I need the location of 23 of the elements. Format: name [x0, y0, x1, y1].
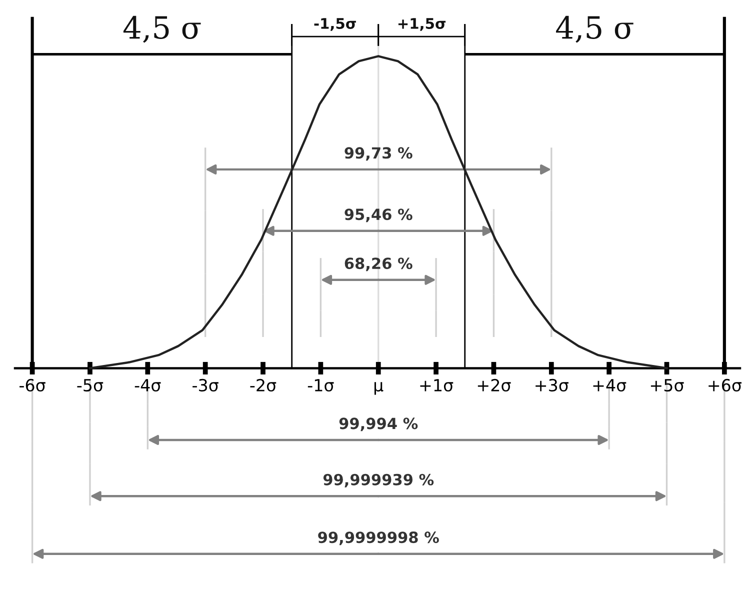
- x-tick-label: -4σ: [134, 379, 161, 392]
- text: 4,5 σ: [556, 16, 634, 43]
- x-tick-label: +5σ: [650, 379, 684, 392]
- x-tick-label: -6σ: [20, 378, 46, 392]
- x-tick-label: +3σ: [536, 378, 568, 392]
- text: 99,9999998 %: [318, 532, 439, 546]
- x-tick-label: +2σ: [478, 378, 511, 392]
- x-tick-label: -3σ: [192, 378, 218, 392]
- x-tick-label: -5σ: [77, 379, 104, 392]
- annotation: 68,26 %: [344, 258, 412, 272]
- text: -1,5σ: [314, 18, 356, 31]
- x-tick-label: -1σ: [308, 379, 334, 392]
- x-tick-label: -2σ: [250, 378, 276, 392]
- annotation: 99,73 %: [344, 147, 412, 161]
- x-tick-label: μ: [374, 382, 384, 395]
- text: 99,999939 %: [323, 474, 434, 488]
- text: +1,5σ: [398, 18, 446, 31]
- annotation: 95,46 %: [344, 208, 412, 222]
- text: 4,5 σ: [123, 16, 201, 43]
- x-tick-label: +1σ: [420, 379, 454, 392]
- text: 99,994 %: [339, 418, 418, 432]
- x-tick-label: +4σ: [593, 379, 626, 392]
- x-tick-label: +6σ: [708, 378, 742, 392]
